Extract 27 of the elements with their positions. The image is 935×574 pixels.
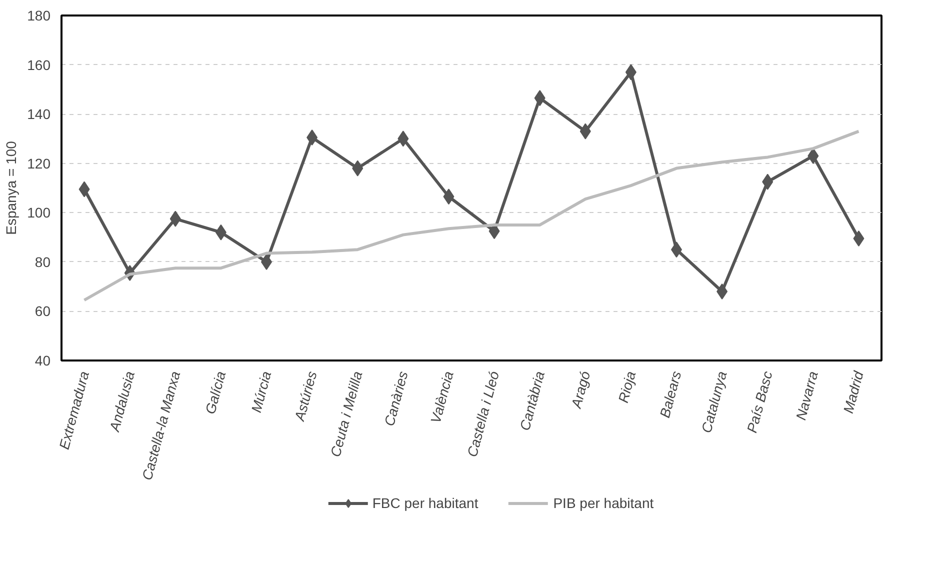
x-tick-label: Castella i Lleó <box>464 369 502 459</box>
y-tick-label: 120 <box>27 155 51 172</box>
y-tick-label: 80 <box>34 254 51 270</box>
x-tick-label: Astúries <box>290 369 320 424</box>
y-tick-label: 40 <box>34 352 51 368</box>
y-tick-label: 160 <box>27 56 51 73</box>
x-tick-label: València <box>427 369 457 425</box>
x-tick-label: Cantàbria <box>516 369 548 432</box>
x-tick-label: Rioja <box>614 369 639 404</box>
x-tick-label: Canàries <box>380 369 411 428</box>
x-tick-label: Madrid <box>840 368 867 415</box>
y-axis-title: Espanya = 100 <box>3 140 20 235</box>
y-tick-label: 180 <box>27 8 51 24</box>
x-tick-label: País Basc <box>744 369 776 434</box>
x-tick-label: Aragó <box>568 369 594 411</box>
point <box>716 284 728 300</box>
legend-label: PIB per habitant <box>553 495 654 511</box>
x-tick-label: Balears <box>656 369 684 420</box>
line-series <box>82 130 860 302</box>
legend-label: FBC per habitant <box>372 495 478 511</box>
y-tick-label: 140 <box>27 106 51 122</box>
y-tick-label: 100 <box>27 204 51 221</box>
x-tick-label: Ceuta i Melilla <box>327 369 366 458</box>
x-tick-label: Galícia <box>202 369 229 416</box>
y-tick-label: 60 <box>34 303 51 320</box>
x-tick-label: Múrcia <box>248 369 274 414</box>
x-tick-label: Navarra <box>792 369 821 422</box>
